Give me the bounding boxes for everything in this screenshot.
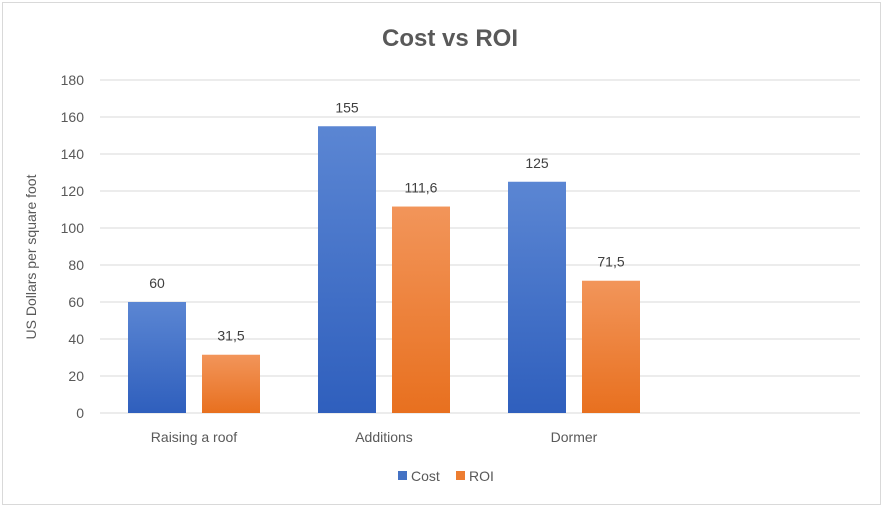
y-tick-label: 120 xyxy=(61,183,85,199)
bar-cost-1 xyxy=(318,126,376,413)
bars xyxy=(128,126,640,413)
legend-label: Cost xyxy=(411,468,440,484)
data-label: 71,5 xyxy=(597,254,624,270)
y-axis-ticks: 0 20 40 60 80 100 120 140 160 180 xyxy=(61,72,85,421)
data-label: 60 xyxy=(149,275,165,291)
y-tick-label: 160 xyxy=(61,109,85,125)
data-label: 155 xyxy=(335,99,359,115)
bar-roi-1 xyxy=(392,206,450,413)
data-label: 125 xyxy=(525,155,549,171)
y-tick-label: 80 xyxy=(68,257,84,273)
data-label: 31,5 xyxy=(217,328,244,344)
bar-cost-0 xyxy=(128,302,186,413)
legend: Cost ROI xyxy=(398,468,494,484)
legend-swatch-roi xyxy=(456,471,465,480)
x-category-label: Raising a roof xyxy=(151,429,237,445)
legend-label: ROI xyxy=(469,468,494,484)
y-tick-label: 180 xyxy=(61,72,85,88)
data-labels: 60 31,5 155 111,6 125 71,5 xyxy=(149,99,625,343)
y-tick-label: 60 xyxy=(68,294,84,310)
x-category-label: Dormer xyxy=(551,429,598,445)
bar-cost-2 xyxy=(508,181,566,413)
bar-roi-2 xyxy=(582,280,640,413)
y-tick-label: 40 xyxy=(68,331,84,347)
legend-swatch-cost xyxy=(398,471,407,480)
y-tick-label: 0 xyxy=(76,405,84,421)
bar-roi-0 xyxy=(202,354,260,413)
y-tick-label: 140 xyxy=(61,146,85,162)
y-tick-label: 20 xyxy=(68,368,84,384)
y-axis-label: US Dollars per square foot xyxy=(23,174,39,339)
y-tick-label: 100 xyxy=(61,220,85,236)
data-label: 111,6 xyxy=(405,180,438,196)
x-axis-categories: Raising a roof Additions Dormer xyxy=(151,429,598,445)
chart-title: Cost vs ROI xyxy=(382,25,518,52)
x-category-label: Additions xyxy=(355,429,413,445)
